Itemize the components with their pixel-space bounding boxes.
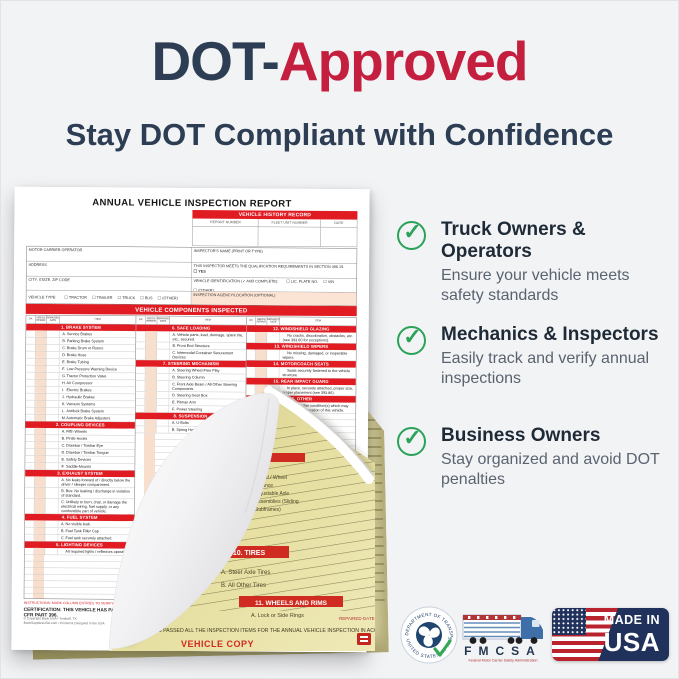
seal-top-text: DEPARTMENT OF TRANSPORTATION — [395, 599, 454, 638]
field-inspector-name: INSPECTOR'S NAME (PRINT OR TYPE) — [191, 247, 357, 264]
component-row: A.No leaks forward of / directly below t… — [25, 476, 135, 489]
component-row: No missing, damaged, or inoperable wiper… — [246, 349, 356, 362]
component-row: A.Vehicle parts, load, dunnage, spare ti… — [136, 331, 246, 343]
component-row: B.Bus: No leaking / discharge in violati… — [24, 487, 135, 500]
us-flag — [552, 608, 618, 661]
flag-stars — [552, 608, 586, 635]
vehicle-id-option: VIN — [323, 279, 334, 284]
vehicle-type-option: BUS — [140, 295, 153, 300]
fmcsa-letters: FMCSA — [464, 644, 542, 658]
component-section: 2. COUPLING DEVICES A.Fifth Wheels B.Pin… — [25, 421, 136, 471]
title-prefix: DOT- — [151, 30, 279, 92]
benefit-title: Business Owners — [441, 425, 601, 446]
seal-bottom-text: UNITED STATES OF AMERICA — [395, 599, 452, 659]
svg-text:UNITED STATES OF AMERICA: UNITED STATES OF AMERICA — [395, 599, 453, 659]
inspection-form-sheet: ANNUAL VEHICLE INSPECTION REPORT VEHICLE… — [11, 186, 370, 653]
copyright-line: BookSuppliesUSA.com • Printed & Designed… — [23, 621, 105, 626]
component-section: 12. WINDSHIELD GLAZING No cracks, discol… — [246, 325, 357, 344]
field-motor-carrier: MOTOR CARRIER OPERATOR — [26, 246, 192, 263]
vehicle-type-option: TRAILER — [92, 295, 113, 300]
check-circle-icon: ✓ — [397, 427, 426, 456]
benefit-description: Stay organized and avoid DOT penalties — [441, 451, 660, 489]
benefit-title: Truck Owners & Operators — [441, 219, 586, 262]
field-qualification: THIS INSPECTOR MEETS THE QUALIFICATION R… — [191, 262, 357, 279]
component-row: In place, securely attached, proper size… — [245, 384, 356, 397]
page-subtitle: Stay DOT Compliant with Confidence — [65, 117, 614, 152]
inspection-form: ANNUAL VEHICLE INSPECTION REPORT VEHICLE… — [11, 186, 370, 653]
vehicle-type-option: TRUCK — [118, 295, 135, 300]
benefit-item: ✓ Mechanics & Inspectors Easily track an… — [397, 324, 667, 390]
components-column: OK NEEDS REPAIR REPAIRED DATE ITEM 12. W… — [244, 316, 357, 601]
made-in-usa-badge: MADE IN USA — [552, 608, 669, 661]
title-suffix: Approved — [278, 30, 529, 92]
components-table: OK NEEDS REPAIR REPAIRED DATE ITEM 1. BR… — [23, 314, 357, 602]
component-section: 6. SAFE LOADING A.Vehicle parts, load, d… — [136, 324, 246, 361]
empty-rows-filler — [24, 554, 135, 600]
benefit-description: Easily track and verify annual inspectio… — [441, 350, 650, 388]
component-row: C.Front Axle Beam / All Other Steering C… — [135, 380, 246, 393]
check-circle-icon: ✓ — [397, 221, 426, 250]
benefit-description: Ensure your vehicle meets safety standar… — [441, 267, 630, 305]
component-row: Seats securely fastened to the vehicle s… — [246, 366, 356, 379]
component-section: 13. WINDSHIELD WIPERS No missing, damage… — [246, 342, 357, 362]
fmcsa-caption: Federal Motor Carrier Safety Administrat… — [468, 659, 537, 663]
vehicle-history-record: VEHICLE HISTORY RECORD REPORT NUMBER FLE… — [192, 210, 358, 248]
copyright-line: © Copyright Book USA • Tomball, TX — [23, 616, 77, 621]
components-column: OK NEEDS REPAIR REPAIRED DATE ITEM 1. BR… — [24, 315, 137, 600]
yes-checkbox: YES — [194, 269, 355, 275]
component-section: 3. EXHAUST SYSTEM A.No leaks forward of … — [24, 469, 135, 515]
benefit-title: Mechanics & Inspectors — [441, 324, 659, 345]
history-empty-row — [192, 226, 358, 248]
component-row: No cracks, discoloration, obstacles, etc… — [246, 331, 357, 344]
component-section: 14. MOTORCOACH SEATS Seats securely fast… — [246, 360, 356, 379]
component-section: 15. REAR IMPACT GUARD In place, securely… — [245, 377, 356, 397]
fmcsa-logo: FMCSA Federal Motor Carrier Safety Admin… — [462, 614, 543, 663]
check-circle-icon: ✓ — [397, 326, 426, 355]
field-vehicle-type: VEHICLE TYPE: TRACTORTRAILERTRUCKBUS(OTH… — [26, 290, 192, 305]
made-in-label: MADE IN — [603, 613, 660, 627]
vehicle-id-option: LIC. PLATE NO. — [286, 279, 318, 284]
component-section: 8. SUSPENSION A.U-Bolts B.Spring Hangers — [135, 412, 246, 434]
component-section: 16. OTHER List any other condition(s) wh… — [245, 395, 356, 414]
component-section: 4. FUEL SYSTEM A.No visible leak. B.Fuel… — [24, 513, 135, 543]
benefit-item: ✓ Business Owners Stay organized and avo… — [397, 425, 667, 491]
empty-rows-filler — [244, 412, 356, 601]
component-row: C.Intermodal Container Securement Device… — [136, 349, 246, 361]
carrier-info-grid: MOTOR CARRIER OPERATOR INSPECTOR'S NAME … — [25, 245, 358, 307]
seal-check-icon — [433, 639, 452, 657]
benefit-item: ✓ Truck Owners & Operators Ensure your v… — [397, 219, 667, 307]
field-agency: INSPECTION AGENCY/LOCATION (OPTIONAL) — [191, 291, 357, 306]
component-section: 5. LIGHTING DEVICES All required lights … — [24, 541, 135, 556]
field-vehicle-id: VEHICLE IDENTIFICATION (✓ AND COMPLETE):… — [191, 277, 357, 293]
history-col: REPORT NUMBER — [192, 218, 259, 227]
history-col: DATE — [334, 221, 344, 226]
empty-rows-filler — [134, 433, 246, 600]
components-column: OK NEEDS REPAIR REPAIRED DATE ITEM 6. SA… — [134, 316, 247, 600]
svg-text:DEPARTMENT OF TRANSPORTATION: DEPARTMENT OF TRANSPORTATION — [395, 599, 454, 638]
component-section: 7. STEERING MECHANISM A.Steering Wheel F… — [135, 360, 246, 414]
component-row: C.Unlikely to burn, char, or damage the … — [24, 498, 135, 515]
component-section: 1. BRAKE SYSTEM A.Service Brakes B.Parki… — [25, 323, 136, 423]
vehicle-type-option: (OTHER) — [158, 296, 178, 301]
usa-label: USA — [603, 626, 660, 657]
field-address: ADDRESS — [26, 261, 192, 278]
form-title: ANNUAL VEHICLE INSPECTION REPORT — [92, 197, 292, 210]
component-row: List any other condition(s) which may pr… — [245, 401, 356, 414]
vehicle-type-option: TRACTOR — [64, 295, 87, 300]
dot-seal-logo: DEPARTMENT OF TRANSPORTATION UNITED STAT… — [395, 599, 458, 664]
history-col: FLEET UNIT NUMBER — [258, 218, 322, 227]
page-title: DOT-Approved — [1, 29, 678, 93]
field-city: CITY, STATE, ZIP CODE — [26, 276, 192, 292]
truck-cab — [521, 617, 543, 639]
